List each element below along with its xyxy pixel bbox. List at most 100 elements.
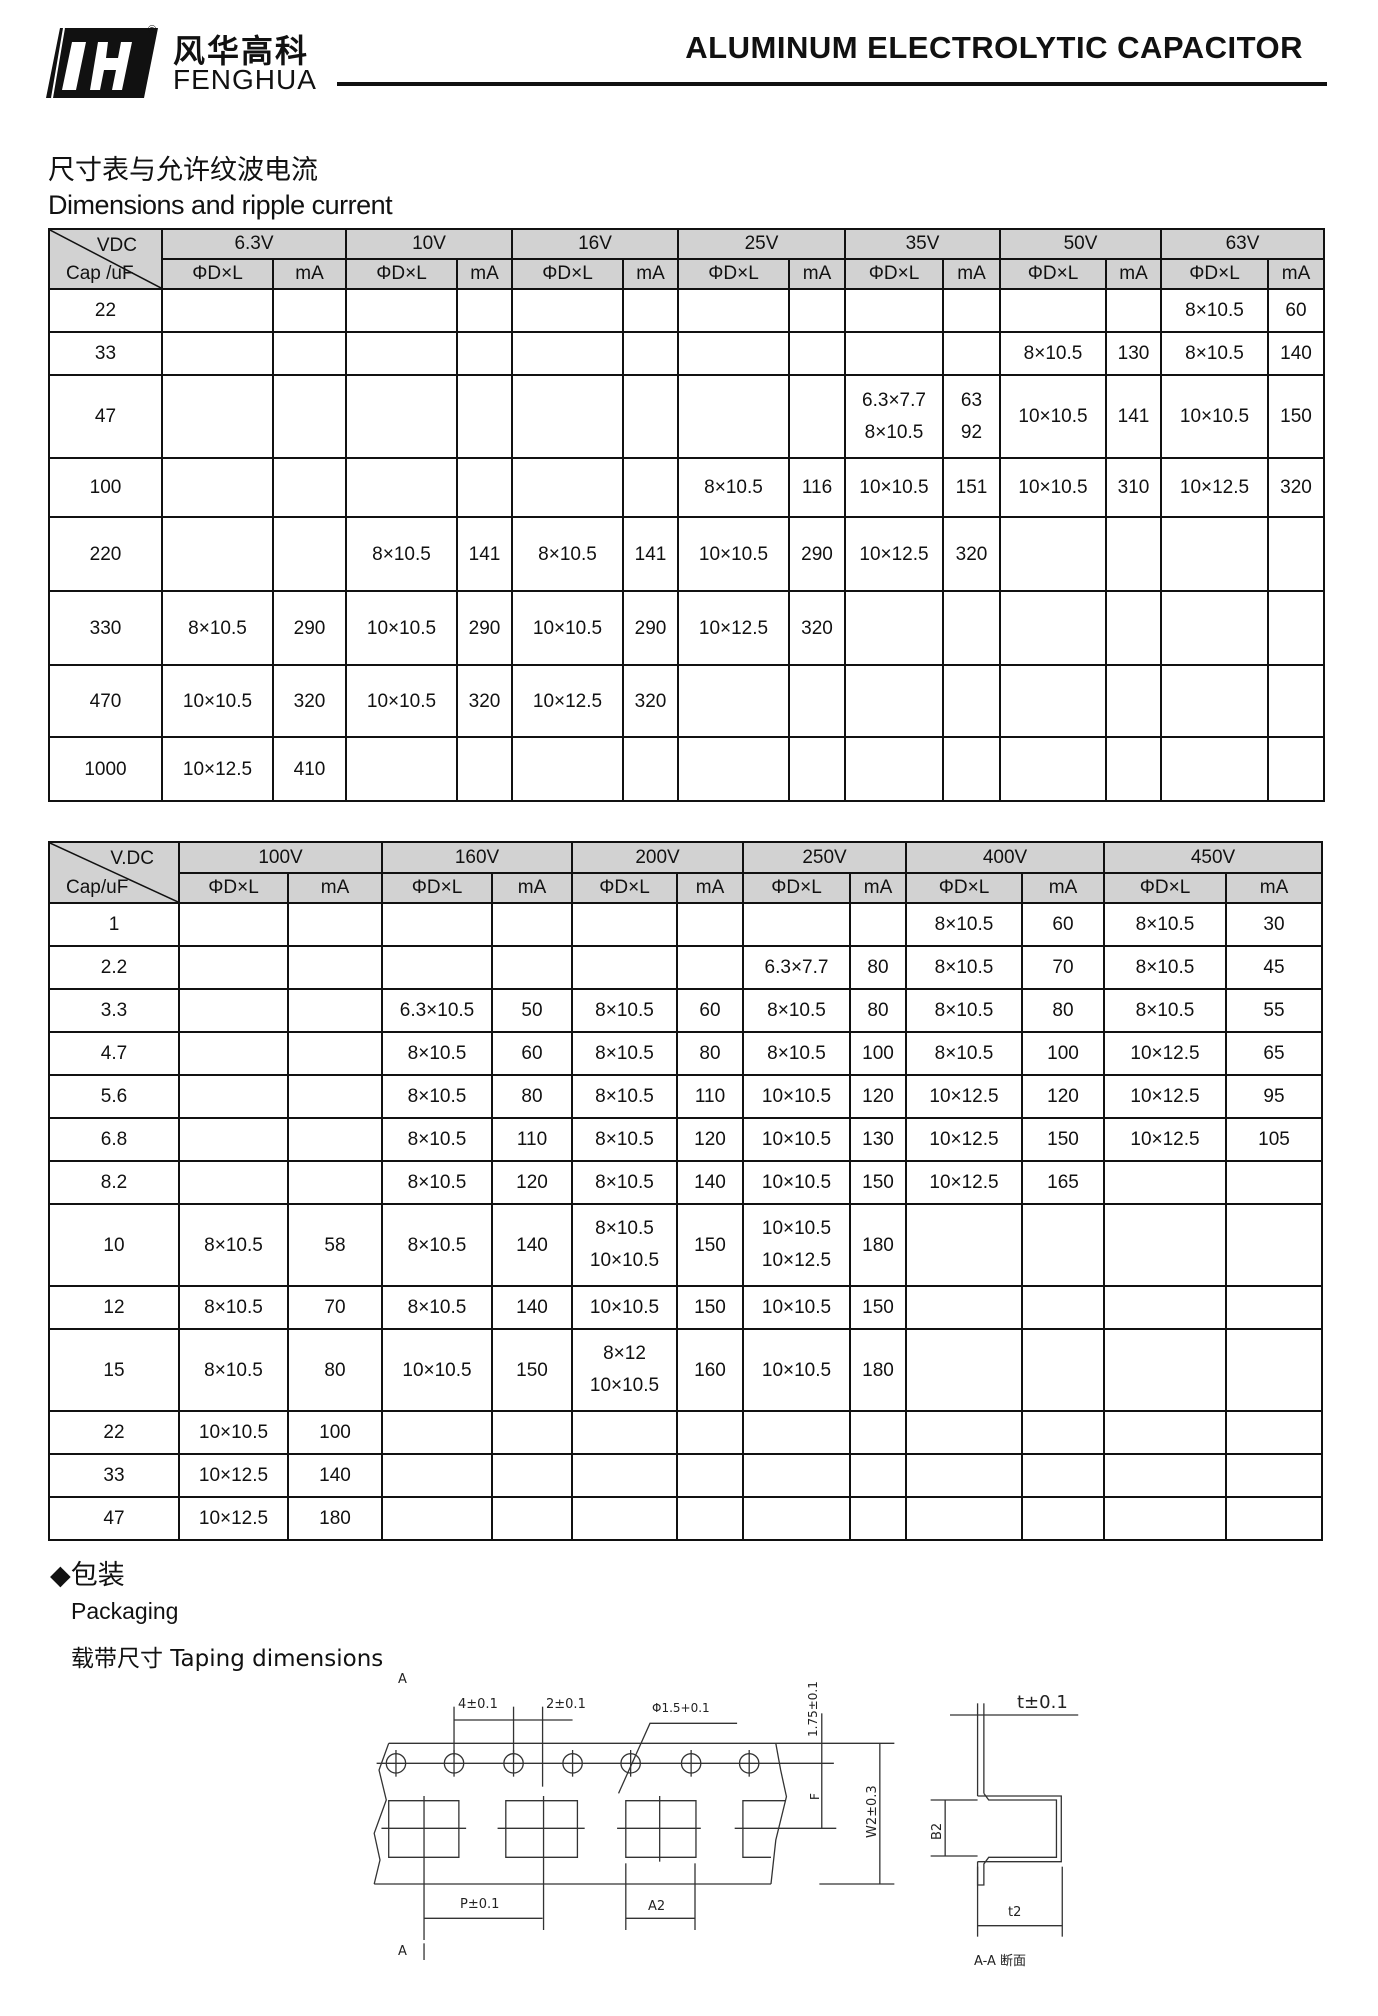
cell-line: 92 xyxy=(960,421,983,443)
size-cell xyxy=(571,1496,678,1541)
label-b2: B2 xyxy=(930,1822,945,1840)
corner-voltage-label: V.DC xyxy=(110,848,154,869)
size-cell xyxy=(905,1285,1023,1330)
size-cell: 10×10.5 xyxy=(161,664,274,738)
ripple-current-cell xyxy=(456,331,513,376)
table-row: 4.7 8×10.5 60 8×10.5 80 8×10.5 100 8×10.5 100 10×… xyxy=(48,1031,1323,1076)
label-section: A-A 断面 xyxy=(974,1954,1027,1969)
capacitance-cell: 22 xyxy=(48,1410,180,1455)
ripple-current-cell xyxy=(1021,1496,1105,1541)
size-cell: 8×10.5 xyxy=(381,1285,493,1330)
size-cell: 8×10.5 10×10.5 xyxy=(571,1203,678,1287)
size-cell xyxy=(381,945,493,990)
ripple-current-cell xyxy=(272,457,347,518)
ripple-current-cell: 80 xyxy=(676,1031,744,1076)
capacitance-cell: 33 xyxy=(48,331,163,376)
size-cell: 8×10.5 xyxy=(742,988,851,1033)
capacitance-cell: 22 xyxy=(48,288,163,333)
ripple-current-cell: 130 xyxy=(1105,331,1162,376)
ripple-current-header: mA xyxy=(676,872,744,904)
ripple-current-cell: 150 xyxy=(1021,1117,1105,1162)
table-row: 22 10×10.5 100 xyxy=(48,1410,1323,1455)
ripple-current-cell xyxy=(676,1453,744,1498)
size-cell: 8×10.5 xyxy=(677,457,790,518)
size-cell: 10×10.5 xyxy=(742,1160,851,1205)
size-cell: 10×12.5 xyxy=(161,736,274,802)
voltage-header: 63V xyxy=(1160,228,1325,260)
size-cell xyxy=(844,736,944,802)
size-cell xyxy=(178,988,289,1033)
size-header: ΦD×L xyxy=(742,872,851,904)
ripple-current-cell xyxy=(287,1160,383,1205)
size-cell xyxy=(161,288,274,333)
capacitance-cell: 12 xyxy=(48,1285,180,1330)
size-cell xyxy=(161,331,274,376)
capacitance-cell: 1000 xyxy=(48,736,163,802)
size-cell: 8×10.5 xyxy=(905,902,1023,947)
table-row: 33 8×10.5 130 8×10.5 140 xyxy=(48,331,1325,376)
capacitance-cell: 4.7 xyxy=(48,1031,180,1076)
size-cell xyxy=(999,288,1107,333)
ripple-current-cell xyxy=(1225,1160,1323,1205)
size-cell xyxy=(511,457,624,518)
voltage-header: 16V xyxy=(511,228,679,260)
ripple-current-header: mA xyxy=(1267,258,1325,290)
size-cell: 10×10.5 xyxy=(178,1410,289,1455)
size-cell xyxy=(178,1117,289,1162)
capacitance-cell: 47 xyxy=(48,1496,180,1541)
ripple-current-cell: 160 xyxy=(676,1328,744,1412)
size-cell xyxy=(742,1410,851,1455)
size-cell xyxy=(161,516,274,592)
label-hole-diameter: Φ1.5+0.1 xyxy=(652,1701,710,1715)
voltage-header: 50V xyxy=(999,228,1162,260)
ripple-current-cell xyxy=(1105,736,1162,802)
size-cell: 8×10.5 xyxy=(381,1074,493,1119)
ripple-current-cell xyxy=(1267,664,1325,738)
ripple-current-cell: 120 xyxy=(849,1074,907,1119)
ripple-current-cell: 141 xyxy=(622,516,679,592)
brand-name-cn: 风华高科 xyxy=(173,32,310,70)
ripple-current-cell: 141 xyxy=(456,516,513,592)
ripple-current-cell xyxy=(788,664,846,738)
table-row: 10 8×10.5 58 8×10.5 140 8×10.5 10×10.5 150 10×10… xyxy=(48,1203,1323,1287)
ripple-current-cell: 55 xyxy=(1225,988,1323,1033)
ripple-current-cell xyxy=(287,988,383,1033)
taping-dimensions-diagram xyxy=(350,1660,1100,2016)
ripple-current-cell: 140 xyxy=(676,1160,744,1205)
ripple-current-cell: 150 xyxy=(676,1285,744,1330)
size-cell xyxy=(381,1410,493,1455)
ripple-current-cell: 290 xyxy=(272,590,347,666)
capacitance-cell: 3.3 xyxy=(48,988,180,1033)
size-cell xyxy=(511,331,624,376)
size-cell xyxy=(511,374,624,459)
ripple-current-cell xyxy=(942,288,1001,333)
size-cell: 8×10.5 xyxy=(381,1031,493,1076)
size-cell: 10×12.5 xyxy=(1103,1117,1227,1162)
voltage-header: 160V xyxy=(381,841,573,874)
size-cell xyxy=(1160,736,1269,802)
ripple-current-header: mA xyxy=(942,258,1001,290)
ripple-current-cell: 65 xyxy=(1225,1031,1323,1076)
label-a2: A2 xyxy=(648,1899,666,1914)
ripple-current-cell xyxy=(272,516,347,592)
corner-capacitance-label: Cap/uF xyxy=(66,877,129,898)
ripple-current-cell xyxy=(456,457,513,518)
size-cell xyxy=(345,736,458,802)
capacitance-cell: 33 xyxy=(48,1453,180,1498)
table-row: 100 8×10.5 116 10×10.5 151 10×10.5 310 10×12.5 3… xyxy=(48,457,1325,518)
size-cell xyxy=(844,331,944,376)
ripple-current-header: mA xyxy=(849,872,907,904)
ripple-current-cell xyxy=(1105,288,1162,333)
fenghua-logo xyxy=(46,28,158,98)
ripple-current-cell xyxy=(456,288,513,333)
size-cell: 8×10.5 xyxy=(999,331,1107,376)
size-cell xyxy=(999,736,1107,802)
ripple-current-cell: 110 xyxy=(491,1117,573,1162)
ripple-current-cell xyxy=(622,288,679,333)
size-header: ΦD×L xyxy=(905,872,1023,904)
size-cell xyxy=(345,331,458,376)
table-row: 33 10×12.5 140 xyxy=(48,1453,1323,1498)
table-row: 220 8×10.5 141 8×10.5 141 10×10.5 290 10×12.5 32… xyxy=(48,516,1325,592)
size-cell xyxy=(345,374,458,459)
ripple-current-cell xyxy=(1267,516,1325,592)
